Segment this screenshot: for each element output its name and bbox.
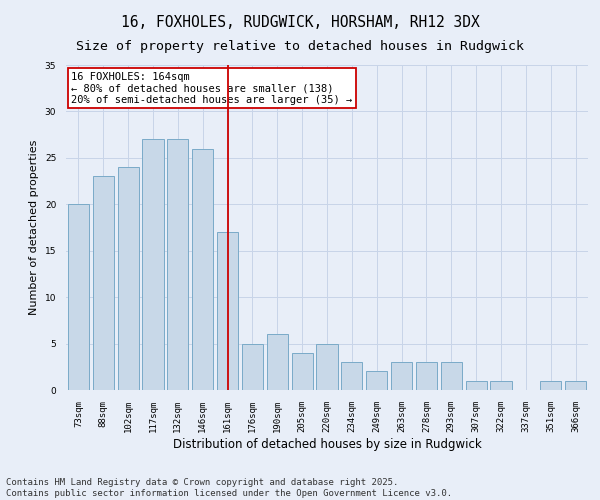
Bar <box>341 362 362 390</box>
Bar <box>441 362 462 390</box>
Bar <box>242 344 263 390</box>
Bar <box>366 372 387 390</box>
Text: Contains HM Land Registry data © Crown copyright and database right 2025.
Contai: Contains HM Land Registry data © Crown c… <box>6 478 452 498</box>
Text: 16, FOXHOLES, RUDGWICK, HORSHAM, RH12 3DX: 16, FOXHOLES, RUDGWICK, HORSHAM, RH12 3D… <box>121 15 479 30</box>
Bar <box>118 167 139 390</box>
Bar <box>167 140 188 390</box>
Bar <box>267 334 288 390</box>
Text: 16 FOXHOLES: 164sqm
← 80% of detached houses are smaller (138)
20% of semi-detac: 16 FOXHOLES: 164sqm ← 80% of detached ho… <box>71 72 352 104</box>
Bar <box>68 204 89 390</box>
Bar <box>217 232 238 390</box>
Bar <box>565 380 586 390</box>
X-axis label: Distribution of detached houses by size in Rudgwick: Distribution of detached houses by size … <box>173 438 481 450</box>
Bar <box>490 380 512 390</box>
Bar <box>416 362 437 390</box>
Bar <box>316 344 338 390</box>
Text: Size of property relative to detached houses in Rudgwick: Size of property relative to detached ho… <box>76 40 524 53</box>
Bar <box>142 140 164 390</box>
Bar <box>292 353 313 390</box>
Bar <box>466 380 487 390</box>
Bar <box>93 176 114 390</box>
Bar <box>391 362 412 390</box>
Y-axis label: Number of detached properties: Number of detached properties <box>29 140 39 315</box>
Bar <box>192 148 213 390</box>
Bar <box>540 380 561 390</box>
